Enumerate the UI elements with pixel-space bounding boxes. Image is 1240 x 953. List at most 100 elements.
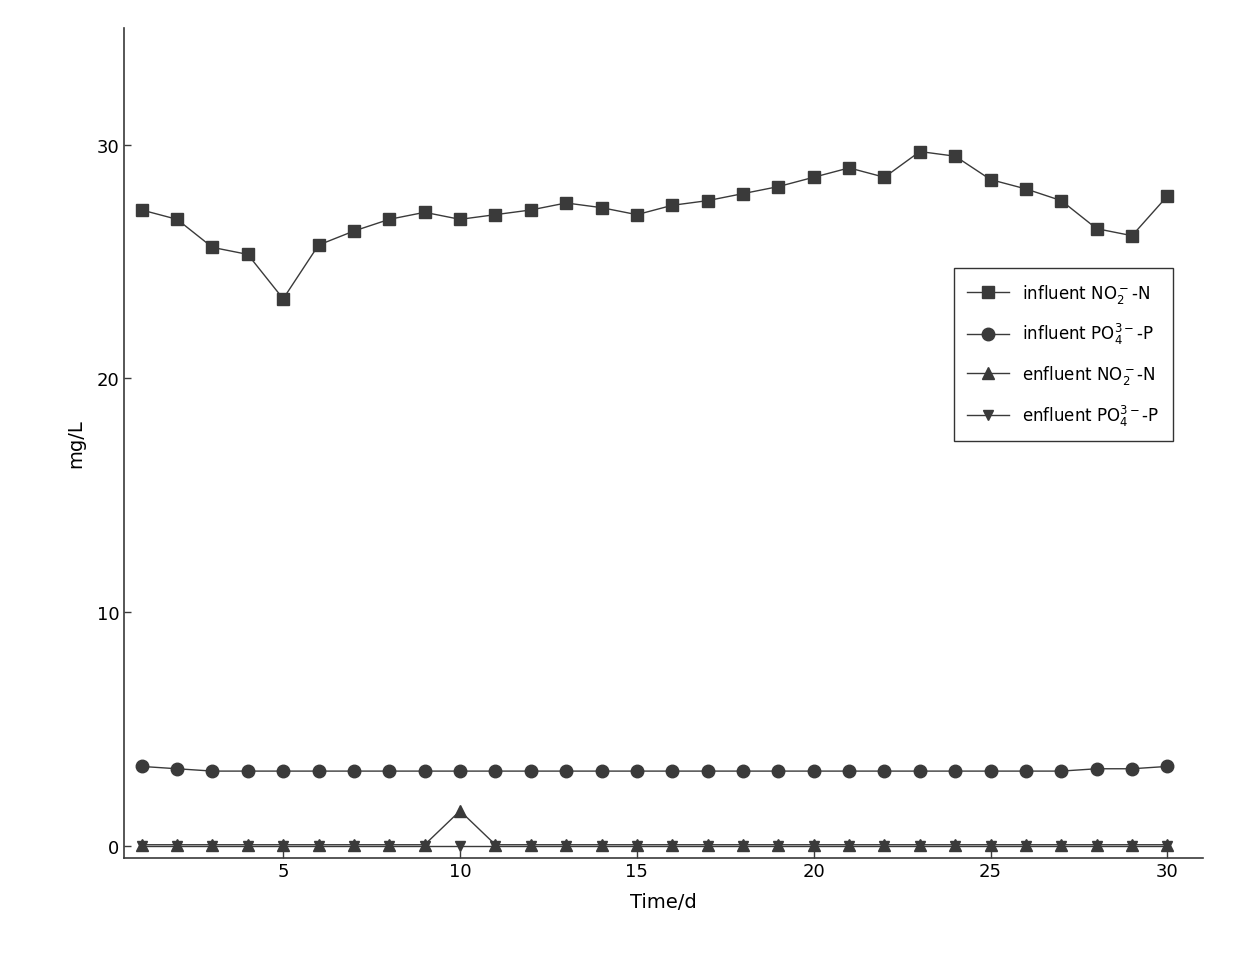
X-axis label: Time/d: Time/d <box>630 892 697 911</box>
enfluent $\mathrm{NO_2^-}$-N <box>523 840 538 851</box>
influent $\mathrm{NO_2^-}$-N <box>134 205 149 216</box>
Line: enfluent $\mathrm{PO_4^{3-}}$-P: enfluent $\mathrm{PO_4^{3-}}$-P <box>136 841 1172 851</box>
influent $\mathrm{PO_4^{3-}}$-P <box>275 765 290 777</box>
enfluent $\mathrm{NO_2^-}$-N <box>382 840 397 851</box>
influent $\mathrm{PO_4^{3-}}$-P <box>701 765 715 777</box>
influent $\mathrm{PO_4^{3-}}$-P <box>913 765 928 777</box>
influent $\mathrm{NO_2^-}$-N <box>877 172 892 184</box>
influent $\mathrm{NO_2^-}$-N <box>205 242 219 253</box>
influent $\mathrm{PO_4^{3-}}$-P <box>382 765 397 777</box>
enfluent $\mathrm{PO_4^{3-}}$-P <box>417 841 432 852</box>
enfluent $\mathrm{PO_4^{3-}}$-P <box>877 841 892 852</box>
enfluent $\mathrm{PO_4^{3-}}$-P <box>311 841 326 852</box>
enfluent $\mathrm{PO_4^{3-}}$-P <box>559 841 574 852</box>
enfluent $\mathrm{NO_2^-}$-N <box>1159 840 1174 851</box>
Y-axis label: mg/L: mg/L <box>66 418 86 468</box>
enfluent $\mathrm{PO_4^{3-}}$-P <box>241 841 255 852</box>
influent $\mathrm{PO_4^{3-}}$-P <box>806 765 821 777</box>
enfluent $\mathrm{NO_2^-}$-N <box>913 840 928 851</box>
influent $\mathrm{PO_4^{3-}}$-P <box>489 765 503 777</box>
enfluent $\mathrm{PO_4^{3-}}$-P <box>806 841 821 852</box>
influent $\mathrm{NO_2^-}$-N <box>275 294 290 305</box>
enfluent $\mathrm{PO_4^{3-}}$-P <box>594 841 609 852</box>
enfluent $\mathrm{NO_2^-}$-N <box>806 840 821 851</box>
influent $\mathrm{NO_2^-}$-N <box>417 208 432 219</box>
influent $\mathrm{NO_2^-}$-N <box>735 189 750 200</box>
Legend: influent $\mathrm{NO_2^-}$-N, influent $\mathrm{PO_4^{3-}}$-P, enfluent $\mathrm: influent $\mathrm{NO_2^-}$-N, influent $… <box>954 269 1173 442</box>
enfluent $\mathrm{PO_4^{3-}}$-P <box>701 841 715 852</box>
influent $\mathrm{NO_2^-}$-N <box>1159 191 1174 202</box>
enfluent $\mathrm{NO_2^-}$-N <box>947 840 962 851</box>
enfluent $\mathrm{PO_4^{3-}}$-P <box>630 841 645 852</box>
enfluent $\mathrm{PO_4^{3-}}$-P <box>947 841 962 852</box>
influent $\mathrm{NO_2^-}$-N <box>1089 224 1104 235</box>
Line: enfluent $\mathrm{NO_2^-}$-N: enfluent $\mathrm{NO_2^-}$-N <box>136 805 1173 850</box>
influent $\mathrm{PO_4^{3-}}$-P <box>346 765 361 777</box>
influent $\mathrm{NO_2^-}$-N <box>842 163 857 174</box>
enfluent $\mathrm{NO_2^-}$-N <box>701 840 715 851</box>
influent $\mathrm{NO_2^-}$-N <box>346 226 361 237</box>
influent $\mathrm{PO_4^{3-}}$-P <box>735 765 750 777</box>
enfluent $\mathrm{NO_2^-}$-N <box>771 840 786 851</box>
enfluent $\mathrm{PO_4^{3-}}$-P <box>346 841 361 852</box>
influent $\mathrm{PO_4^{3-}}$-P <box>665 765 680 777</box>
influent $\mathrm{NO_2^-}$-N <box>523 205 538 216</box>
Line: influent $\mathrm{PO_4^{3-}}$-P: influent $\mathrm{PO_4^{3-}}$-P <box>135 760 1174 778</box>
enfluent $\mathrm{PO_4^{3-}}$-P <box>1089 841 1104 852</box>
influent $\mathrm{NO_2^-}$-N <box>806 172 821 184</box>
influent $\mathrm{PO_4^{3-}}$-P <box>134 760 149 772</box>
influent $\mathrm{PO_4^{3-}}$-P <box>877 765 892 777</box>
enfluent $\mathrm{NO_2^-}$-N <box>594 840 609 851</box>
influent $\mathrm{PO_4^{3-}}$-P <box>241 765 255 777</box>
enfluent $\mathrm{PO_4^{3-}}$-P <box>665 841 680 852</box>
influent $\mathrm{NO_2^-}$-N <box>453 214 467 226</box>
influent $\mathrm{NO_2^-}$-N <box>771 182 786 193</box>
influent $\mathrm{NO_2^-}$-N <box>630 210 645 221</box>
enfluent $\mathrm{PO_4^{3-}}$-P <box>1159 841 1174 852</box>
influent $\mathrm{NO_2^-}$-N <box>947 152 962 163</box>
enfluent $\mathrm{PO_4^{3-}}$-P <box>205 841 219 852</box>
influent $\mathrm{NO_2^-}$-N <box>311 240 326 252</box>
enfluent $\mathrm{NO_2^-}$-N <box>983 840 998 851</box>
enfluent $\mathrm{NO_2^-}$-N <box>559 840 574 851</box>
influent $\mathrm{PO_4^{3-}}$-P <box>1089 763 1104 775</box>
influent $\mathrm{NO_2^-}$-N <box>983 174 998 186</box>
enfluent $\mathrm{NO_2^-}$-N <box>417 840 432 851</box>
enfluent $\mathrm{PO_4^{3-}}$-P <box>913 841 928 852</box>
enfluent $\mathrm{PO_4^{3-}}$-P <box>382 841 397 852</box>
enfluent $\mathrm{PO_4^{3-}}$-P <box>735 841 750 852</box>
enfluent $\mathrm{NO_2^-}$-N <box>1018 840 1033 851</box>
enfluent $\mathrm{NO_2^-}$-N <box>489 840 503 851</box>
enfluent $\mathrm{NO_2^-}$-N <box>275 840 290 851</box>
influent $\mathrm{PO_4^{3-}}$-P <box>842 765 857 777</box>
influent $\mathrm{PO_4^{3-}}$-P <box>1054 765 1069 777</box>
influent $\mathrm{PO_4^{3-}}$-P <box>594 765 609 777</box>
enfluent $\mathrm{NO_2^-}$-N <box>241 840 255 851</box>
influent $\mathrm{NO_2^-}$-N <box>559 198 574 210</box>
enfluent $\mathrm{NO_2^-}$-N <box>877 840 892 851</box>
enfluent $\mathrm{PO_4^{3-}}$-P <box>1054 841 1069 852</box>
Line: influent $\mathrm{NO_2^-}$-N: influent $\mathrm{NO_2^-}$-N <box>136 147 1173 305</box>
influent $\mathrm{NO_2^-}$-N <box>594 203 609 214</box>
enfluent $\mathrm{NO_2^-}$-N <box>311 840 326 851</box>
enfluent $\mathrm{PO_4^{3-}}$-P <box>170 841 185 852</box>
influent $\mathrm{NO_2^-}$-N <box>382 214 397 226</box>
influent $\mathrm{NO_2^-}$-N <box>1054 195 1069 207</box>
influent $\mathrm{NO_2^-}$-N <box>701 195 715 207</box>
enfluent $\mathrm{PO_4^{3-}}$-P <box>275 841 290 852</box>
enfluent $\mathrm{PO_4^{3-}}$-P <box>489 841 503 852</box>
influent $\mathrm{PO_4^{3-}}$-P <box>559 765 574 777</box>
influent $\mathrm{NO_2^-}$-N <box>1018 184 1033 195</box>
influent $\mathrm{PO_4^{3-}}$-P <box>1159 760 1174 772</box>
influent $\mathrm{NO_2^-}$-N <box>489 210 503 221</box>
enfluent $\mathrm{NO_2^-}$-N <box>842 840 857 851</box>
influent $\mathrm{PO_4^{3-}}$-P <box>947 765 962 777</box>
enfluent $\mathrm{NO_2^-}$-N <box>1125 840 1140 851</box>
influent $\mathrm{PO_4^{3-}}$-P <box>311 765 326 777</box>
influent $\mathrm{PO_4^{3-}}$-P <box>1125 763 1140 775</box>
influent $\mathrm{NO_2^-}$-N <box>665 200 680 212</box>
influent $\mathrm{PO_4^{3-}}$-P <box>205 765 219 777</box>
enfluent $\mathrm{NO_2^-}$-N <box>170 840 185 851</box>
influent $\mathrm{PO_4^{3-}}$-P <box>983 765 998 777</box>
enfluent $\mathrm{PO_4^{3-}}$-P <box>771 841 786 852</box>
